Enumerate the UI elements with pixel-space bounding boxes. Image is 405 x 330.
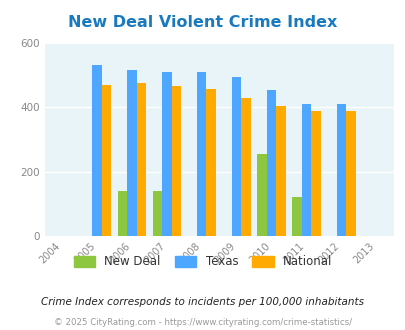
Text: Crime Index corresponds to incidents per 100,000 inhabitants: Crime Index corresponds to incidents per… (41, 297, 364, 307)
Bar (301, 104, 311, 236)
Text: New Deal Violent Crime Index: New Deal Violent Crime Index (68, 15, 337, 30)
Legend: New Deal, Texas, National: New Deal, Texas, National (69, 250, 336, 273)
Bar (162, 72, 171, 236)
Bar (127, 70, 136, 236)
Bar (336, 104, 345, 236)
Bar (102, 85, 111, 236)
Bar (171, 86, 181, 236)
Bar (292, 197, 301, 236)
Bar (345, 112, 355, 236)
Bar (206, 88, 215, 236)
Bar (276, 106, 285, 236)
Bar (152, 191, 162, 236)
Bar (266, 89, 276, 236)
Bar (241, 98, 250, 236)
Bar (136, 83, 146, 236)
Bar (257, 154, 266, 236)
Bar (231, 77, 241, 236)
Bar (92, 65, 102, 236)
Bar (311, 112, 320, 236)
Text: © 2025 CityRating.com - https://www.cityrating.com/crime-statistics/: © 2025 CityRating.com - https://www.city… (54, 318, 351, 327)
Bar (117, 191, 127, 236)
Bar (196, 72, 206, 236)
